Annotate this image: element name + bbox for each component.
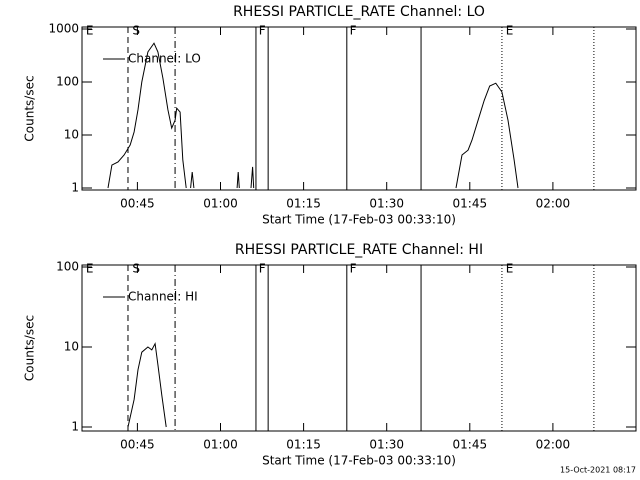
- x-tick-label: 02:00: [536, 438, 571, 452]
- y-axis-label: Counts/sec: [23, 315, 37, 381]
- marker-label: F: [350, 262, 357, 276]
- x-tick-label: 01:00: [203, 197, 238, 211]
- data-line: [107, 42, 519, 189]
- x-tick-label: 01:30: [369, 197, 404, 211]
- legend-label: Channel: HI: [128, 290, 198, 304]
- x-tick-label: 01:30: [369, 438, 404, 452]
- marker-label: E: [506, 262, 514, 276]
- marker-label: E: [506, 24, 514, 38]
- marker-label: F: [259, 24, 266, 38]
- y-axis-label: Counts/sec: [23, 75, 37, 141]
- x-tick-label: 00:45: [120, 197, 155, 211]
- data-line: [127, 342, 167, 428]
- footer: 15-Oct-2021 08:17: [560, 466, 636, 475]
- x-tick-label: 01:45: [453, 197, 488, 211]
- marker-label: F: [350, 24, 357, 38]
- x-axis-label: Start Time (17-Feb-03 00:33:10): [262, 213, 456, 227]
- plot-frame: [81, 264, 637, 432]
- chart-title: RHESSI PARTICLE_RATE Channel: HI: [235, 242, 483, 258]
- y-tick-label: 1: [71, 420, 79, 434]
- x-tick-label: 01:45: [453, 438, 488, 452]
- y-tick-label: 100: [56, 260, 79, 274]
- marker-label: E: [86, 24, 94, 38]
- marker-label: F: [259, 262, 266, 276]
- x-axis-label: Start Time (17-Feb-03 00:33:10): [262, 454, 456, 468]
- marker-label: S: [132, 262, 140, 276]
- y-tick-label: 10: [64, 128, 79, 142]
- y-tick-label: 100: [56, 75, 79, 89]
- marker-label: E: [86, 262, 94, 276]
- x-tick-label: 01:15: [286, 197, 321, 211]
- marker-label: S: [132, 24, 140, 38]
- y-tick-label: 1: [71, 181, 79, 195]
- x-tick-label: 02:00: [536, 197, 571, 211]
- plot-frame: [81, 26, 637, 191]
- x-tick-label: 01:00: [203, 438, 238, 452]
- x-tick-label: 00:45: [120, 438, 155, 452]
- y-tick-label: 10: [64, 340, 79, 354]
- chart-title: RHESSI PARTICLE_RATE Channel: LO: [233, 4, 485, 20]
- x-tick-label: 01:15: [286, 438, 321, 452]
- legend-label: Channel: LO: [128, 52, 201, 66]
- y-tick-label: 1000: [48, 22, 79, 36]
